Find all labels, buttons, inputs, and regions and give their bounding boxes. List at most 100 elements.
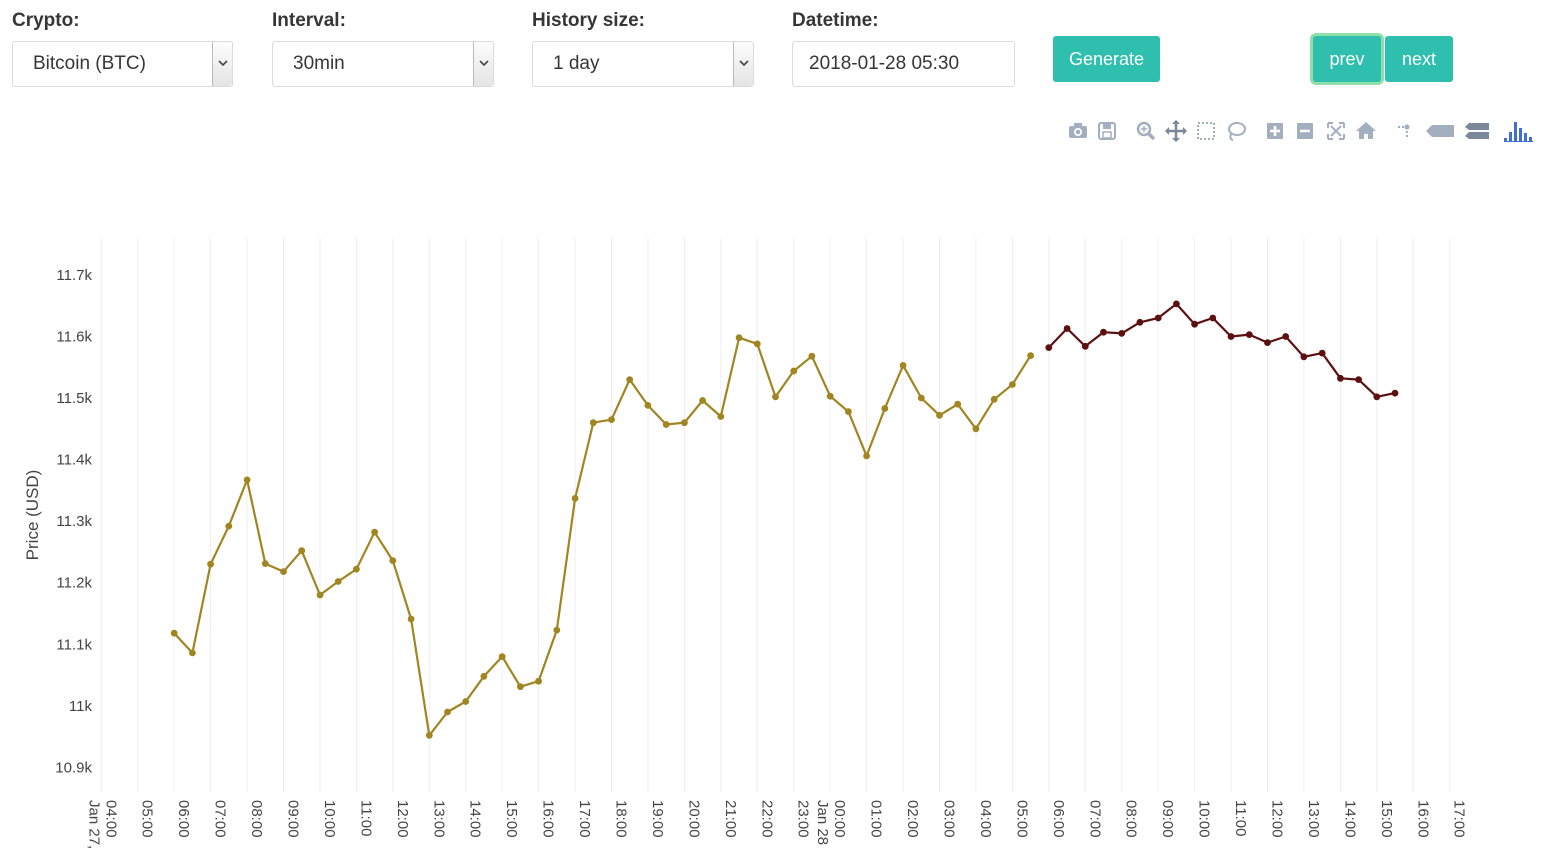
prev-button[interactable]: prev	[1313, 36, 1381, 82]
history-data-point[interactable]	[589, 419, 597, 427]
x-tick-label: 12:00	[394, 800, 411, 838]
prediction-data-point[interactable]	[1337, 374, 1344, 382]
history-data-point[interactable]	[1027, 352, 1034, 359]
history-data-point[interactable]	[243, 476, 251, 484]
prediction-data-point[interactable]	[1245, 331, 1253, 338]
history-data-point[interactable]	[772, 393, 779, 401]
x-tick-label: 13:00	[430, 800, 447, 838]
spike-lines-icon[interactable]	[1393, 118, 1417, 144]
plotly-logo-icon[interactable]	[1502, 118, 1536, 144]
history-data-point[interactable]	[826, 392, 834, 400]
history-data-point[interactable]	[644, 402, 652, 409]
history-data-point[interactable]	[899, 362, 907, 369]
prediction-data-point[interactable]	[1063, 325, 1071, 332]
autoscale-icon[interactable]	[1324, 118, 1348, 144]
history-data-point[interactable]	[316, 591, 324, 599]
chart-modebar	[1062, 118, 1542, 144]
history-size-select[interactable]: 1 day	[532, 41, 754, 87]
history-data-point[interactable]	[863, 452, 870, 460]
y-tick-label: 11.5k	[56, 390, 92, 407]
zoom-icon[interactable]	[1134, 118, 1158, 144]
save-icon[interactable]	[1095, 118, 1119, 144]
pan-icon[interactable]	[1164, 118, 1188, 144]
history-data-point[interactable]	[845, 408, 852, 415]
prediction-data-point[interactable]	[1173, 300, 1180, 308]
history-data-point[interactable]	[371, 528, 378, 536]
history-data-point[interactable]	[189, 649, 196, 657]
history-data-point[interactable]	[626, 376, 634, 383]
history-data-point[interactable]	[717, 413, 725, 420]
reset-axes-icon[interactable]	[1354, 118, 1378, 144]
x-tick-label: 07:00	[1086, 800, 1103, 838]
history-data-point[interactable]	[517, 683, 524, 691]
generate-button[interactable]: Generate	[1053, 36, 1160, 82]
history-data-point[interactable]	[261, 560, 269, 567]
prediction-data-point[interactable]	[1355, 376, 1362, 383]
history-data-point[interactable]	[936, 411, 943, 419]
history-data-point[interactable]	[681, 419, 688, 427]
history-data-point[interactable]	[753, 340, 761, 348]
prediction-data-point[interactable]	[1300, 353, 1308, 361]
history-data-point[interactable]	[225, 522, 233, 530]
history-data-point[interactable]	[571, 495, 579, 502]
prediction-data-point[interactable]	[1318, 349, 1326, 357]
lasso-icon[interactable]	[1224, 118, 1248, 144]
zoom-in-icon[interactable]	[1263, 118, 1287, 144]
prediction-data-point[interactable]	[1100, 328, 1107, 336]
prediction-data-point[interactable]	[1391, 389, 1399, 397]
prediction-data-point[interactable]	[1045, 344, 1053, 351]
history-data-point[interactable]	[808, 352, 816, 360]
crypto-label: Crypto:	[12, 10, 80, 31]
prediction-data-point[interactable]	[1209, 314, 1217, 322]
hover-compare-icon[interactable]	[1463, 118, 1493, 144]
history-data-point[interactable]	[444, 708, 451, 716]
history-data-point[interactable]	[881, 405, 889, 412]
prediction-data-point[interactable]	[1136, 318, 1144, 326]
history-data-point[interactable]	[280, 568, 287, 575]
interval-select[interactable]: 30min	[272, 41, 494, 87]
history-data-point[interactable]	[790, 367, 798, 375]
x-tick-label: 06:00	[1050, 800, 1067, 838]
history-data-point[interactable]	[298, 547, 306, 555]
datetime-input[interactable]: 2018-01-28 05:30	[792, 41, 1015, 87]
history-data-point[interactable]	[972, 425, 980, 433]
box-select-icon[interactable]	[1194, 118, 1218, 144]
history-data-point[interactable]	[389, 557, 397, 564]
zoom-out-icon[interactable]	[1293, 118, 1317, 144]
crypto-select[interactable]: Bitcoin (BTC)	[12, 41, 233, 87]
history-data-point[interactable]	[480, 672, 488, 680]
camera-icon[interactable]	[1066, 118, 1090, 144]
prediction-data-point[interactable]	[1264, 339, 1271, 346]
history-data-point[interactable]	[462, 698, 470, 705]
history-data-point[interactable]	[535, 677, 542, 685]
history-data-point[interactable]	[954, 400, 962, 408]
history-data-point[interactable]	[425, 732, 433, 739]
prediction-data-point[interactable]	[1227, 333, 1235, 340]
history-data-point[interactable]	[207, 560, 215, 568]
crypto-select-value: Bitcoin (BTC)	[33, 53, 146, 74]
chevron-down-icon[interactable]	[733, 42, 753, 86]
chevron-down-icon[interactable]	[212, 42, 232, 86]
prediction-data-point[interactable]	[1118, 330, 1126, 337]
prediction-data-point[interactable]	[1191, 320, 1198, 328]
history-data-point[interactable]	[662, 421, 670, 428]
history-data-point[interactable]	[334, 578, 342, 585]
history-data-point[interactable]	[990, 395, 998, 403]
prediction-data-point[interactable]	[1081, 342, 1089, 350]
hover-closest-icon[interactable]	[1423, 118, 1457, 144]
prediction-data-point[interactable]	[1282, 333, 1290, 340]
history-data-point[interactable]	[498, 653, 506, 660]
prediction-data-point[interactable]	[1154, 314, 1162, 322]
next-button[interactable]: next	[1385, 36, 1453, 82]
history-data-point[interactable]	[553, 626, 561, 634]
history-data-point[interactable]	[735, 334, 743, 342]
chevron-down-icon[interactable]	[473, 42, 493, 86]
history-data-point[interactable]	[917, 394, 925, 402]
history-data-point[interactable]	[353, 565, 360, 573]
history-data-point[interactable]	[608, 416, 615, 423]
history-data-point[interactable]	[699, 397, 706, 404]
prediction-data-point[interactable]	[1373, 393, 1381, 401]
history-data-point[interactable]	[407, 615, 415, 623]
history-data-point[interactable]	[1009, 381, 1016, 388]
history-data-point[interactable]	[170, 629, 178, 637]
